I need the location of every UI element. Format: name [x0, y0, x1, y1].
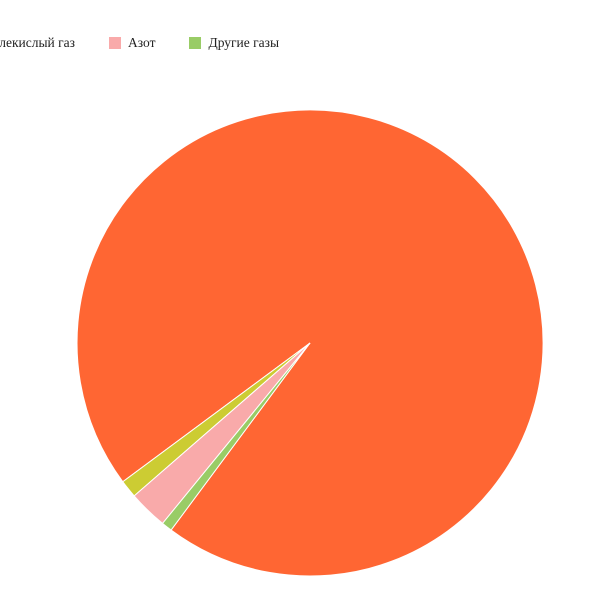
legend-label-carbon-dioxide: Углекислый газ: [0, 35, 75, 50]
legend-item-other-gases[interactable]: Другие газы: [189, 35, 279, 51]
legend-item-carbon-dioxide[interactable]: Углекислый газ: [0, 35, 75, 51]
legend-label-other-gases: Другие газы: [208, 35, 280, 50]
legend-label-nitrogen: Азот: [128, 35, 156, 50]
chart-legend: Углекислый газ Азот Другие газы: [0, 33, 313, 53]
legend-item-nitrogen[interactable]: Азот: [109, 35, 155, 51]
pie-slice-other-gases[interactable]: [161, 342, 311, 531]
legend-swatch-other-gases: [189, 37, 202, 49]
legend-swatch-nitrogen: [109, 37, 121, 49]
